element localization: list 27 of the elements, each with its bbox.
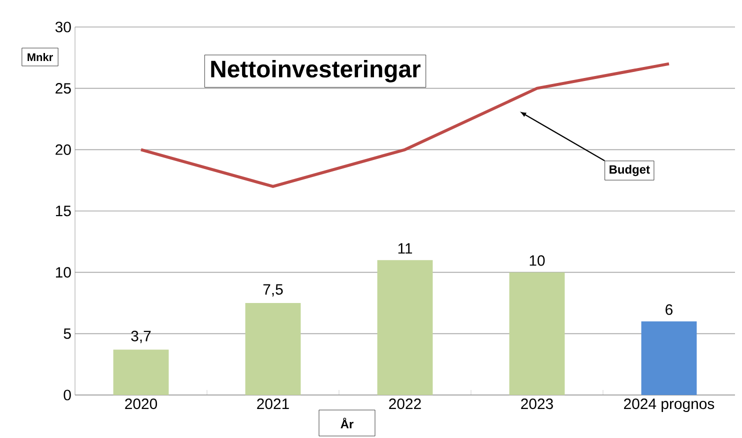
text: Nettoinvesteringar: [211, 60, 420, 82]
bar: [113, 350, 169, 395]
x-tick-label: 2024 prognos: [624, 398, 714, 412]
y-tick-label: 0: [64, 390, 71, 400]
bar: [641, 321, 697, 395]
y-tick-label: 20: [56, 144, 71, 155]
data-label: 11: [398, 243, 412, 254]
y-tick-label: 5: [64, 328, 71, 339]
x-tick-label: 2020: [125, 398, 158, 410]
data-label: 6: [666, 304, 673, 315]
x-tick-label: 2023: [521, 398, 553, 410]
x-axis-title: År: [340, 418, 354, 428]
data-label: 7,5: [263, 284, 283, 296]
data-label: 10: [530, 255, 545, 266]
text: Budget: [610, 164, 650, 176]
y-tick-label: 30: [55, 22, 71, 32]
bar: [509, 272, 565, 395]
y-tick-label: 25: [56, 83, 71, 94]
bar: [377, 260, 433, 395]
y-tick-label: 15: [56, 206, 71, 216]
line-series: [140, 62, 670, 188]
data-label: 3,7: [131, 330, 151, 344]
x-tick-label: 2021: [257, 398, 289, 410]
y-axis-title: Mnkr: [28, 53, 53, 61]
x-tick-label: 2022: [389, 398, 421, 410]
bar: [245, 303, 301, 395]
y-tick-label: 10: [56, 267, 71, 278]
